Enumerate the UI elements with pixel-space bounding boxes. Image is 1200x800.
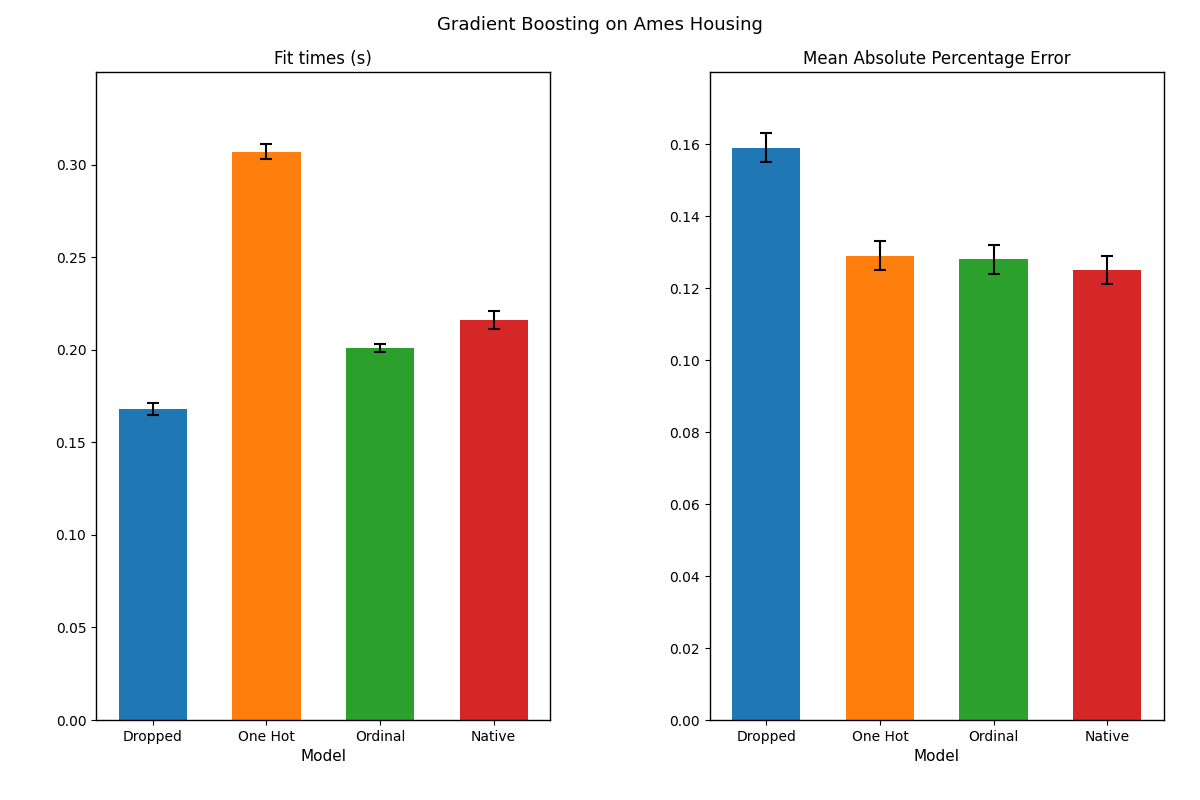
Title: Fit times (s): Fit times (s)	[275, 50, 372, 68]
X-axis label: Model: Model	[300, 750, 347, 764]
Bar	[460, 320, 528, 720]
Bar	[732, 147, 800, 720]
Title: Mean Absolute Percentage Error: Mean Absolute Percentage Error	[803, 50, 1070, 68]
Bar	[960, 259, 1027, 720]
X-axis label: Model: Model	[913, 750, 960, 764]
Bar	[233, 152, 300, 720]
Bar	[119, 409, 187, 720]
Bar	[346, 348, 414, 720]
Bar	[846, 256, 914, 720]
Bar	[1073, 270, 1141, 720]
Text: Gradient Boosting on Ames Housing: Gradient Boosting on Ames Housing	[437, 16, 763, 34]
